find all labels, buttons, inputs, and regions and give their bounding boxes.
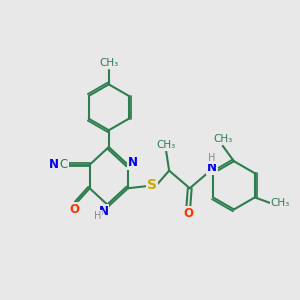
Text: CH₃: CH₃ [157, 140, 176, 150]
Text: N: N [128, 156, 138, 169]
Text: H: H [208, 153, 216, 163]
Text: C: C [60, 158, 68, 171]
Text: CH₃: CH₃ [213, 134, 233, 144]
Text: O: O [69, 203, 79, 216]
Text: N: N [207, 160, 217, 174]
Text: N: N [98, 205, 109, 218]
Text: H: H [94, 211, 101, 221]
Text: CH₃: CH₃ [99, 58, 119, 68]
Text: O: O [183, 207, 193, 220]
Text: N: N [49, 158, 59, 171]
Text: CH₃: CH₃ [271, 198, 290, 208]
Text: S: S [147, 178, 157, 192]
